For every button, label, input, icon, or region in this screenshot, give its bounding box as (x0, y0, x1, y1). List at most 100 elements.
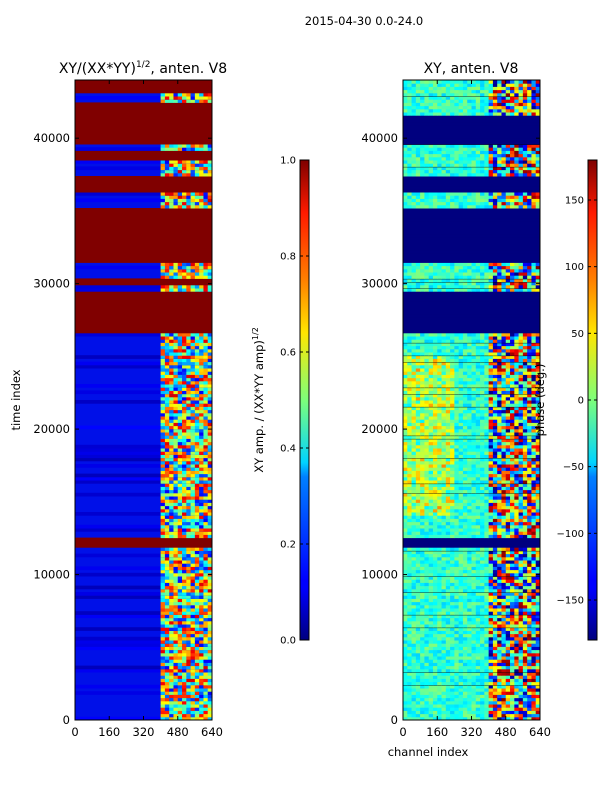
heatmap-cell (194, 697, 200, 702)
heatmap-cell (160, 284, 166, 289)
heatmap-cell (207, 412, 212, 417)
heatmap-cell (173, 502, 179, 507)
heatmap-cell (164, 553, 170, 558)
heatmap-cell (424, 521, 429, 526)
heatmap-cell (450, 579, 455, 583)
heatmap-cell (75, 572, 212, 577)
heatmap-cell (194, 262, 200, 267)
heatmap-cell (177, 204, 183, 209)
heatmap-cell (480, 524, 485, 529)
heatmap-cell (173, 371, 179, 375)
heatmap-cell (203, 339, 209, 343)
heatmap-cell (411, 441, 417, 446)
heatmap-cell (454, 560, 459, 564)
heatmap-cell (501, 643, 507, 647)
heatmap-cell (441, 608, 447, 612)
heatmap-cell (445, 435, 451, 439)
heatmap-cell (488, 460, 494, 465)
heatmap-cell (480, 464, 485, 468)
heatmap-cell (505, 406, 511, 411)
heatmap-cell (497, 672, 502, 676)
heatmap-cell (432, 710, 438, 715)
heatmap-cell (480, 470, 485, 475)
heatmap-cell (488, 560, 494, 564)
heatmap-cell (480, 665, 485, 670)
heatmap-cell (207, 697, 212, 702)
heatmap-cell (458, 409, 464, 414)
heatmap-cell (450, 473, 455, 478)
heatmap-cell (445, 470, 451, 475)
heatmap-cell (424, 601, 429, 606)
heatmap-cell (169, 96, 174, 100)
heatmap-cell (522, 425, 528, 430)
heatmap-cell (164, 633, 170, 638)
heatmap-cell (203, 396, 209, 401)
heatmap-cell (514, 595, 519, 599)
heatmap-cell (467, 624, 472, 628)
heatmap-cell (403, 406, 408, 411)
heatmap-cell (194, 163, 200, 167)
heatmap-cell (471, 448, 477, 452)
heatmap-cell (75, 323, 212, 327)
heatmap-cell (190, 403, 196, 407)
heatmap-cell (484, 483, 489, 487)
heatmap-cell (527, 406, 532, 411)
heatmap-cell (194, 166, 200, 171)
heatmap-cell (527, 412, 532, 417)
heatmap-cell (173, 390, 179, 395)
heatmap-cell (488, 668, 494, 673)
heatmap-cell (420, 627, 425, 631)
heatmap-cell (177, 348, 183, 353)
heatmap-cell (160, 169, 166, 174)
heatmap-cell (454, 441, 459, 446)
heatmap-cell (164, 640, 170, 644)
heatmap-cell (527, 585, 532, 590)
heatmap-cell (488, 572, 494, 577)
heatmap-cell (475, 608, 481, 612)
heatmap-cell (164, 659, 170, 663)
heatmap-cell (531, 508, 537, 513)
heatmap-cell (186, 620, 191, 625)
heatmap-cell (182, 345, 187, 350)
heatmap-cell (160, 288, 166, 292)
heatmap-cell (182, 659, 187, 663)
heatmap-cell (75, 425, 212, 430)
heatmap-cell (535, 608, 540, 612)
heatmap-cell (403, 681, 408, 686)
heatmap-cell (428, 457, 434, 462)
heatmap-cell (527, 528, 532, 532)
heatmap-cell (173, 486, 179, 491)
heatmap-cell (177, 480, 183, 484)
heatmap-cell (169, 598, 174, 603)
heatmap-cell (475, 563, 481, 567)
heatmap-cell (514, 480, 519, 484)
heatmap-cell (432, 649, 438, 654)
heatmap-cell (203, 710, 209, 715)
heatmap-cell (484, 416, 489, 420)
heatmap-cell (514, 534, 519, 539)
heatmap-cell (199, 400, 204, 404)
heatmap-cell (207, 425, 212, 430)
heatmap-cell (441, 707, 447, 711)
heatmap-cell (505, 416, 511, 420)
heatmap-cell (182, 489, 187, 494)
heatmap-cell (160, 620, 166, 625)
heatmap-cell (501, 454, 507, 459)
heatmap-cell (458, 694, 464, 699)
heatmap-cell (407, 505, 412, 510)
heatmap-cell (475, 515, 481, 519)
heatmap-cell (428, 672, 434, 676)
heatmap-cell (527, 713, 532, 718)
heatmap-cell (458, 691, 464, 695)
heatmap-cell (467, 492, 472, 497)
heatmap-cell (415, 454, 421, 459)
heatmap-cell (510, 422, 515, 427)
heatmap-cell (173, 412, 179, 417)
heatmap-cell (186, 403, 191, 407)
heatmap-cell (177, 563, 183, 567)
heatmap-cell (471, 598, 477, 603)
heatmap-cell (177, 409, 183, 414)
heatmap-cell (169, 643, 174, 647)
heatmap-cell (199, 438, 204, 443)
heatmap-cell (169, 409, 174, 414)
